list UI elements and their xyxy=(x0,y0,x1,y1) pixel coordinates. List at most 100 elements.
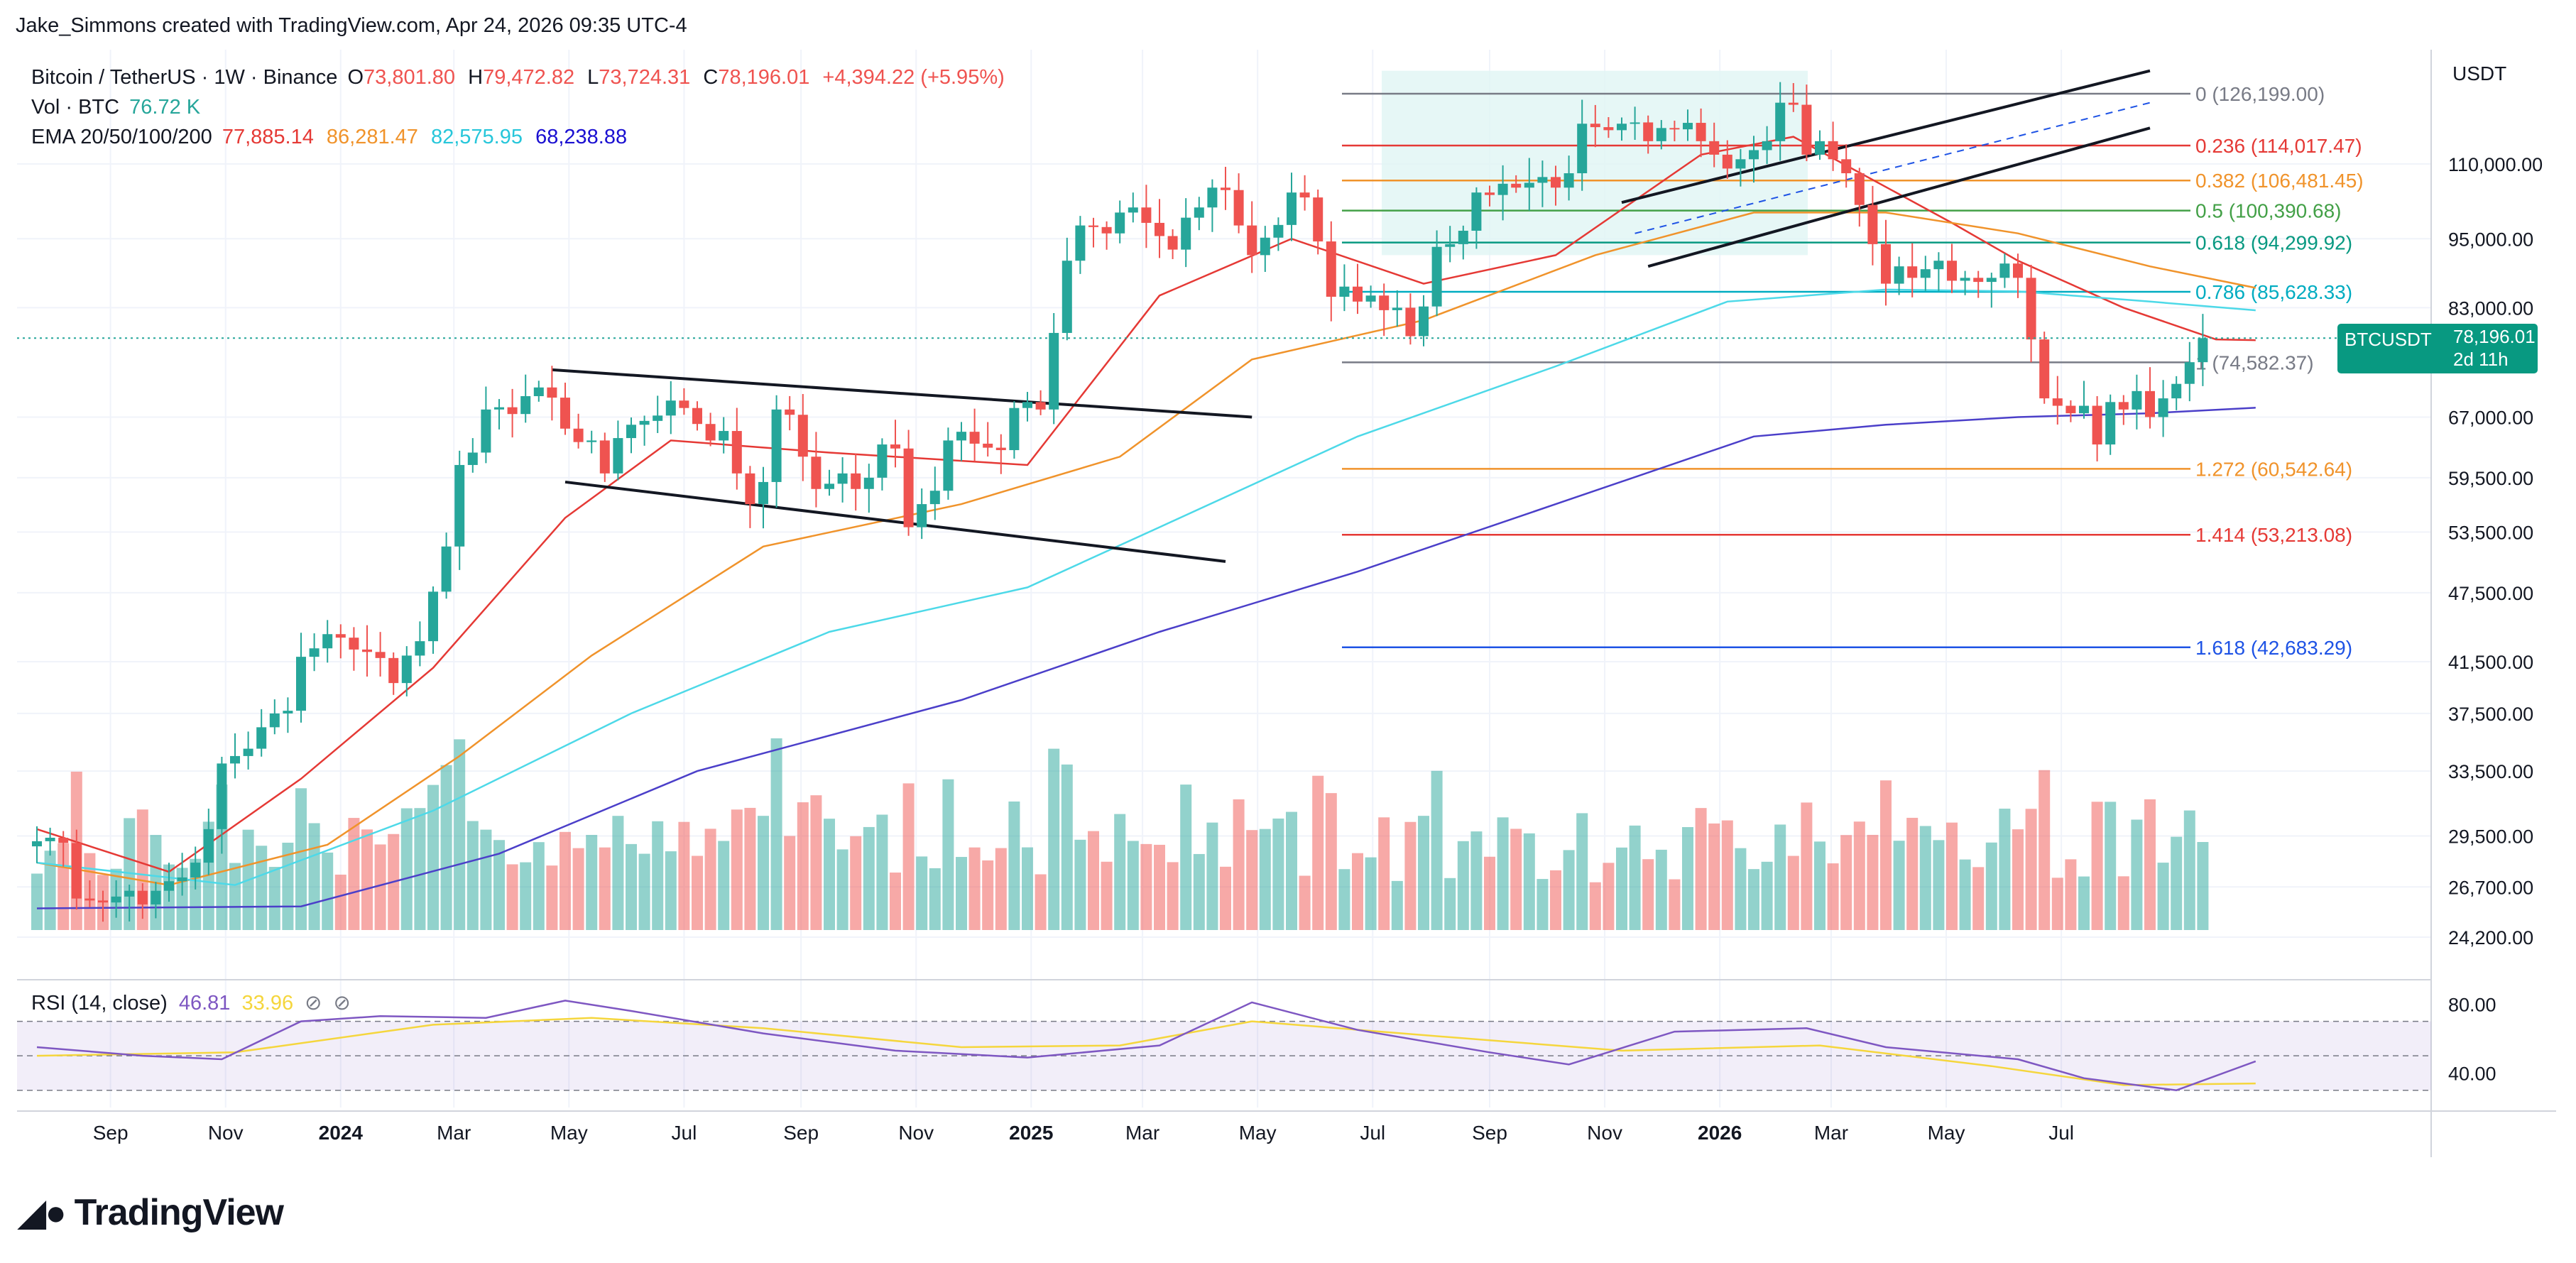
volume-label: Vol · BTC xyxy=(31,96,120,119)
hide-icon[interactable]: ⊘ xyxy=(333,992,351,1015)
candle-body xyxy=(613,438,623,474)
price-tag-price: 78,196.01 xyxy=(2453,326,2536,347)
volume-bar xyxy=(1246,830,1258,930)
volume-bar xyxy=(718,841,730,930)
volume-bar xyxy=(1365,857,1377,930)
volume-bar xyxy=(229,863,241,930)
high-value: 79,472.82 xyxy=(483,66,575,89)
candle-body xyxy=(84,898,95,901)
candle-body xyxy=(1590,124,1600,128)
volume-bar xyxy=(374,844,386,930)
price-axis[interactable]: 110,000.00 95,000.00 83,000.00 67,000.00 59,… xyxy=(2448,154,2543,1085)
candle-body xyxy=(2039,339,2050,399)
volume-bar xyxy=(1655,849,1667,930)
candle-body xyxy=(903,448,914,527)
volume-bar xyxy=(1259,829,1271,930)
volume-bar xyxy=(268,867,280,930)
candle-body xyxy=(1867,204,1878,244)
candle-body xyxy=(2013,263,2023,278)
candle-body xyxy=(1973,278,1984,283)
volume-bar xyxy=(2117,876,2129,930)
time-tick-label: Sep xyxy=(93,1122,129,1144)
volume-bar xyxy=(929,868,941,930)
ema100-value: 82,575.95 xyxy=(430,126,523,148)
candle-body xyxy=(1392,307,1402,310)
candle-body xyxy=(1881,244,1891,284)
volume-bar xyxy=(956,857,967,930)
volume-bar xyxy=(1061,764,1073,930)
volume-bar xyxy=(731,809,743,930)
volume-bar xyxy=(334,874,346,930)
time-tick-label: May xyxy=(1928,1122,1965,1144)
ohlc-row[interactable]: Bitcoin / TetherUS · 1W · Binance O73,80… xyxy=(31,62,1005,92)
time-axis[interactable]: Sep Nov 2024 Mar May Jul Sep Nov 2025 Mar May Jul Se… xyxy=(93,1122,2074,1144)
candle-body xyxy=(1445,244,1456,247)
ema-legend-row[interactable]: EMA 20/50/100/200 77,885.14 86,281.47 82… xyxy=(31,122,1005,152)
volume-bar xyxy=(1589,882,1601,930)
volume-bar xyxy=(1708,823,1720,930)
volume-bar xyxy=(1470,831,1483,930)
rsi-ma-value: 33.96 xyxy=(241,992,294,1015)
volume-bar xyxy=(295,788,307,930)
candle-body xyxy=(362,649,372,652)
candle-body xyxy=(1643,122,1654,141)
trendlines[interactable] xyxy=(552,69,2151,563)
candle-body xyxy=(256,727,267,749)
ema20-value: 77,885.14 xyxy=(222,126,314,148)
brand-logo: ◢● TradingView xyxy=(18,1191,284,1234)
volume-bar xyxy=(1286,811,1297,930)
hide-icon[interactable]: ⊘ xyxy=(305,992,322,1015)
rsi-tick-label: 80.00 xyxy=(2448,994,2496,1015)
candle-body xyxy=(1022,402,1032,408)
series-legend: Bitcoin / TetherUS · 1W · Binance O73,80… xyxy=(31,62,1005,152)
candle-body xyxy=(1299,192,1310,198)
candle-body xyxy=(2065,405,2076,414)
candle-series xyxy=(32,82,2208,922)
fib-label: 0.236 (114,017.47) xyxy=(2195,135,2362,157)
price-scale-unit[interactable]: USDT xyxy=(2452,62,2507,84)
candle-body xyxy=(1049,332,1059,410)
ema-label: EMA 20/50/100/200 xyxy=(31,126,212,148)
volume-bar xyxy=(1827,863,1839,930)
volume-bar xyxy=(1787,855,1799,930)
volume-bar xyxy=(2065,859,2077,930)
candle-body xyxy=(1907,266,1918,278)
candle-body xyxy=(2079,405,2089,414)
volume-bar xyxy=(506,864,518,930)
candle-body xyxy=(1353,286,1363,302)
candle-body xyxy=(335,634,346,638)
volume-bar xyxy=(916,856,928,930)
candle-body xyxy=(1775,102,1786,141)
volume-bar xyxy=(572,848,584,930)
volume-bar xyxy=(1431,770,1443,930)
candle-body xyxy=(863,477,874,489)
rsi-legend[interactable]: RSI (14, close) 46.81 33.96 ⊘ ⊘ xyxy=(31,990,351,1015)
close-key: C xyxy=(703,66,719,89)
volume-legend-row[interactable]: Vol · BTC 76.72 K xyxy=(31,92,1005,122)
volume-bar xyxy=(586,835,598,930)
volume-bar xyxy=(1985,842,1997,930)
volume-bar xyxy=(1959,859,1971,930)
candle-body xyxy=(1497,183,1508,195)
volume-bar xyxy=(982,860,994,930)
candle-body xyxy=(1273,224,1284,238)
candle-body xyxy=(1815,141,1825,155)
candle-body xyxy=(1709,141,1720,155)
volume-bar xyxy=(1299,875,1311,930)
candle-body xyxy=(177,877,187,882)
candle-body xyxy=(71,843,82,899)
candle-body xyxy=(1947,261,1957,281)
rsi-value: 46.81 xyxy=(178,992,231,1015)
price-tick-label: 95,000.00 xyxy=(2448,229,2533,250)
price-tag: BTCUSDT 78,196.01 2d 11h xyxy=(2337,324,2538,373)
candle-body xyxy=(454,464,465,547)
candle-body xyxy=(1920,269,1931,278)
price-tick-label: 47,500.00 xyxy=(2448,583,2533,604)
low-key: L xyxy=(587,66,599,89)
volume-bar xyxy=(1048,748,1060,930)
candle-body xyxy=(1999,263,2010,278)
candle-body xyxy=(203,829,214,863)
candle-body xyxy=(1986,278,1997,283)
candle-body xyxy=(1128,207,1138,213)
